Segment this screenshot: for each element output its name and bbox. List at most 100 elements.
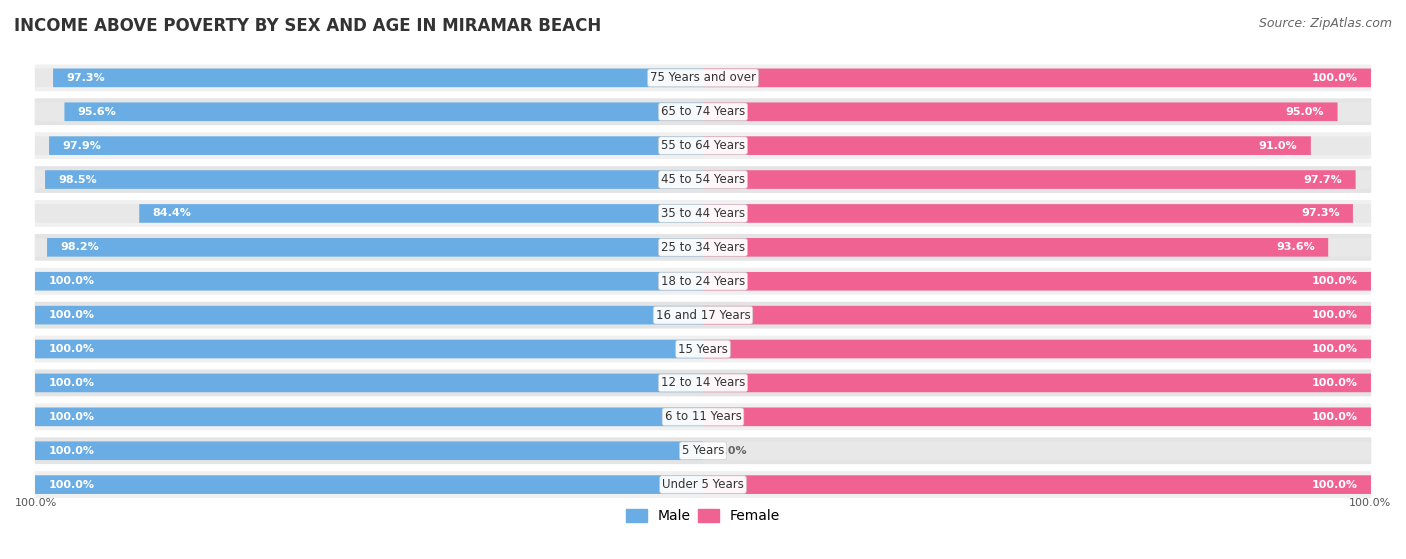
Text: 97.9%: 97.9% — [62, 141, 101, 151]
FancyBboxPatch shape — [35, 373, 703, 392]
FancyBboxPatch shape — [703, 69, 1371, 87]
FancyBboxPatch shape — [35, 69, 703, 87]
Text: 35 to 44 Years: 35 to 44 Years — [661, 207, 745, 220]
Text: 6 to 11 Years: 6 to 11 Years — [665, 410, 741, 423]
Text: 84.4%: 84.4% — [153, 209, 191, 219]
FancyBboxPatch shape — [703, 340, 1371, 358]
FancyBboxPatch shape — [703, 475, 1371, 494]
FancyBboxPatch shape — [703, 204, 1353, 223]
FancyBboxPatch shape — [703, 102, 1337, 121]
FancyBboxPatch shape — [35, 408, 703, 426]
FancyBboxPatch shape — [35, 335, 1371, 362]
FancyBboxPatch shape — [65, 102, 703, 121]
FancyBboxPatch shape — [46, 238, 703, 257]
FancyBboxPatch shape — [35, 306, 703, 324]
FancyBboxPatch shape — [35, 442, 703, 460]
FancyBboxPatch shape — [703, 442, 1371, 460]
FancyBboxPatch shape — [703, 170, 1355, 189]
FancyBboxPatch shape — [35, 442, 703, 460]
Text: 100.0%: 100.0% — [48, 344, 94, 354]
FancyBboxPatch shape — [703, 238, 1371, 257]
Text: 91.0%: 91.0% — [1258, 141, 1298, 151]
FancyBboxPatch shape — [35, 268, 1371, 295]
FancyBboxPatch shape — [35, 369, 1371, 396]
Text: 75 Years and over: 75 Years and over — [650, 72, 756, 84]
Text: 97.7%: 97.7% — [1303, 174, 1343, 184]
Text: 100.0%: 100.0% — [1312, 412, 1358, 422]
FancyBboxPatch shape — [703, 272, 1371, 291]
FancyBboxPatch shape — [703, 272, 1371, 291]
Text: 98.5%: 98.5% — [59, 174, 97, 184]
FancyBboxPatch shape — [703, 306, 1371, 324]
Text: 100.0%: 100.0% — [48, 310, 94, 320]
FancyBboxPatch shape — [703, 373, 1371, 392]
FancyBboxPatch shape — [35, 306, 703, 324]
Text: 100.0%: 100.0% — [1348, 498, 1391, 508]
FancyBboxPatch shape — [703, 340, 1371, 358]
FancyBboxPatch shape — [35, 200, 1371, 227]
FancyBboxPatch shape — [35, 98, 1371, 125]
FancyBboxPatch shape — [703, 170, 1371, 189]
Text: 18 to 24 Years: 18 to 24 Years — [661, 274, 745, 288]
FancyBboxPatch shape — [49, 136, 703, 155]
Text: 95.6%: 95.6% — [77, 107, 117, 117]
Text: 93.6%: 93.6% — [1277, 243, 1315, 252]
FancyBboxPatch shape — [703, 204, 1371, 223]
FancyBboxPatch shape — [35, 404, 1371, 430]
FancyBboxPatch shape — [35, 272, 703, 291]
Text: 98.2%: 98.2% — [60, 243, 100, 252]
FancyBboxPatch shape — [703, 102, 1371, 121]
FancyBboxPatch shape — [703, 238, 1329, 257]
Text: Under 5 Years: Under 5 Years — [662, 478, 744, 491]
FancyBboxPatch shape — [35, 132, 1371, 159]
Text: 100.0%: 100.0% — [1312, 378, 1358, 388]
FancyBboxPatch shape — [703, 136, 1371, 155]
Text: 95.0%: 95.0% — [1285, 107, 1324, 117]
FancyBboxPatch shape — [35, 272, 703, 291]
FancyBboxPatch shape — [53, 69, 703, 87]
FancyBboxPatch shape — [703, 475, 1371, 494]
Text: 100.0%: 100.0% — [48, 276, 94, 286]
Text: 100.0%: 100.0% — [1312, 276, 1358, 286]
Text: 100.0%: 100.0% — [48, 480, 94, 490]
Legend: Male, Female: Male, Female — [620, 504, 786, 529]
Text: 5 Years: 5 Years — [682, 444, 724, 457]
FancyBboxPatch shape — [35, 340, 703, 358]
FancyBboxPatch shape — [35, 238, 703, 257]
Text: INCOME ABOVE POVERTY BY SEX AND AGE IN MIRAMAR BEACH: INCOME ABOVE POVERTY BY SEX AND AGE IN M… — [14, 17, 602, 35]
FancyBboxPatch shape — [35, 408, 703, 426]
Text: 100.0%: 100.0% — [48, 446, 94, 456]
FancyBboxPatch shape — [139, 204, 703, 223]
Text: 45 to 54 Years: 45 to 54 Years — [661, 173, 745, 186]
FancyBboxPatch shape — [35, 170, 703, 189]
FancyBboxPatch shape — [35, 437, 1371, 464]
Text: Source: ZipAtlas.com: Source: ZipAtlas.com — [1258, 17, 1392, 30]
FancyBboxPatch shape — [35, 166, 1371, 193]
Text: 100.0%: 100.0% — [15, 498, 58, 508]
Text: 0.0%: 0.0% — [717, 446, 747, 456]
Text: 65 to 74 Years: 65 to 74 Years — [661, 105, 745, 119]
FancyBboxPatch shape — [35, 340, 703, 358]
Text: 100.0%: 100.0% — [48, 378, 94, 388]
FancyBboxPatch shape — [703, 306, 1371, 324]
Text: 55 to 64 Years: 55 to 64 Years — [661, 139, 745, 152]
FancyBboxPatch shape — [35, 302, 1371, 329]
Text: 97.3%: 97.3% — [1301, 209, 1340, 219]
Text: 100.0%: 100.0% — [1312, 310, 1358, 320]
Text: 100.0%: 100.0% — [1312, 73, 1358, 83]
Text: 97.3%: 97.3% — [66, 73, 105, 83]
FancyBboxPatch shape — [703, 408, 1371, 426]
Text: 12 to 14 Years: 12 to 14 Years — [661, 376, 745, 390]
FancyBboxPatch shape — [703, 373, 1371, 392]
FancyBboxPatch shape — [703, 136, 1310, 155]
FancyBboxPatch shape — [35, 471, 1371, 498]
FancyBboxPatch shape — [703, 408, 1371, 426]
Text: 15 Years: 15 Years — [678, 343, 728, 356]
Text: 100.0%: 100.0% — [1312, 344, 1358, 354]
FancyBboxPatch shape — [35, 475, 703, 494]
FancyBboxPatch shape — [35, 102, 703, 121]
Text: 16 and 17 Years: 16 and 17 Years — [655, 309, 751, 321]
FancyBboxPatch shape — [35, 64, 1371, 91]
Text: 100.0%: 100.0% — [1312, 480, 1358, 490]
Text: 100.0%: 100.0% — [48, 412, 94, 422]
